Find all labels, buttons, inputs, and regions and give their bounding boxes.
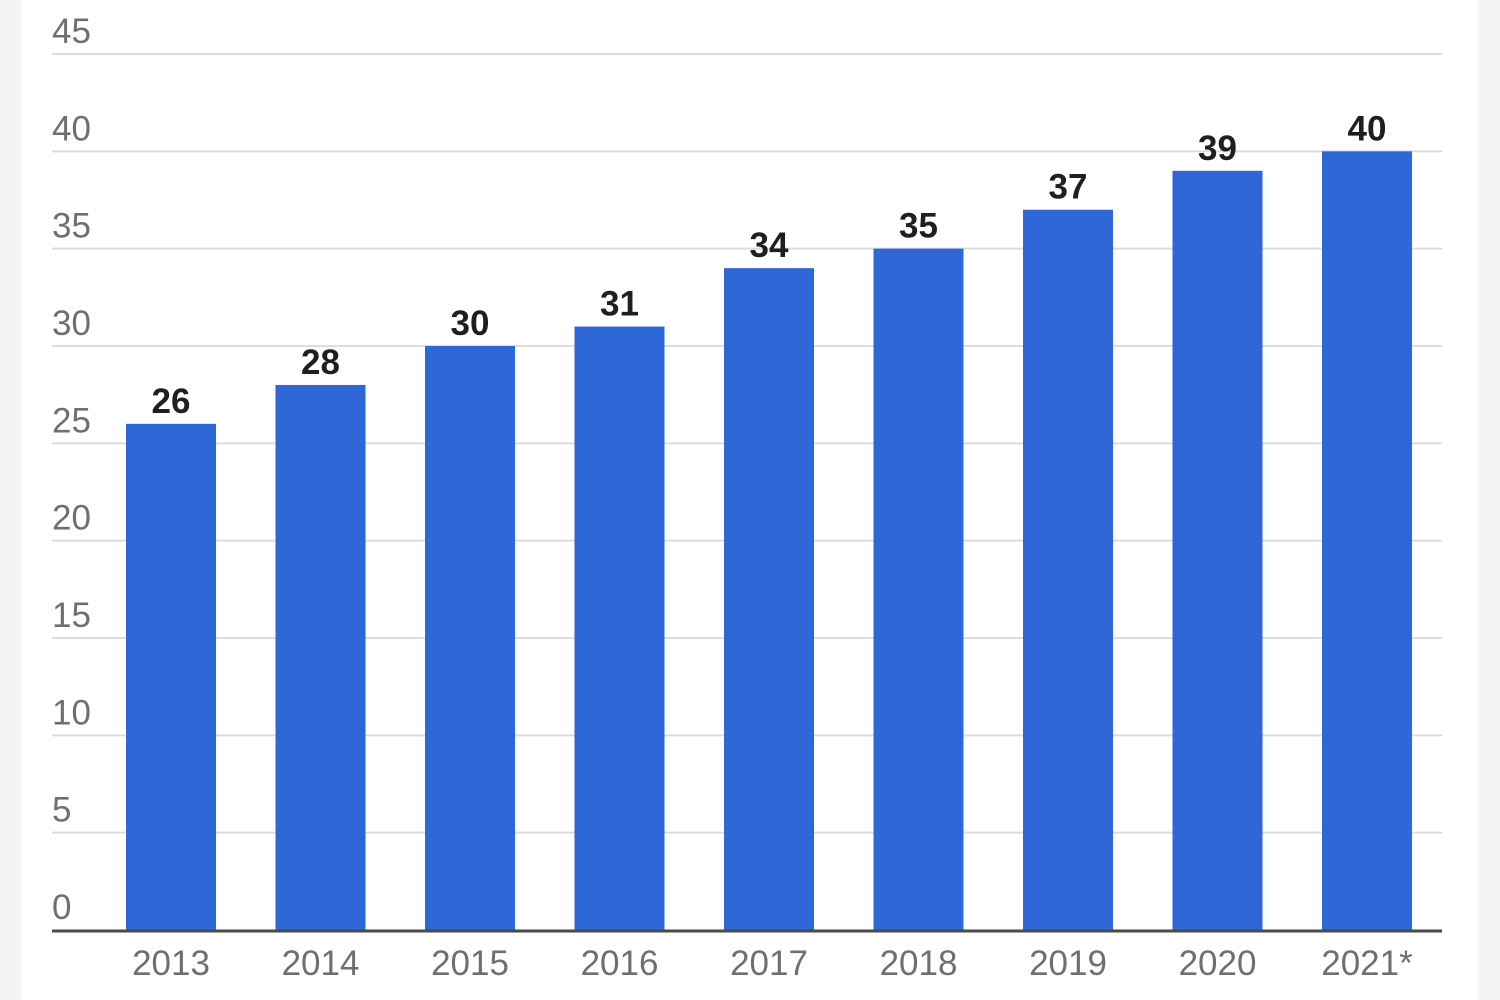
- bar-2015: [425, 346, 515, 930]
- bar-2016: [574, 326, 665, 930]
- bar-2013: [126, 423, 216, 930]
- data-label: 26: [152, 382, 191, 421]
- y-tick-label: 10: [52, 693, 91, 732]
- data-label: 30: [451, 304, 490, 343]
- data-label: 40: [1348, 109, 1387, 148]
- y-tick-label: 5: [52, 791, 71, 830]
- x-tick-label: 2017: [730, 944, 808, 983]
- data-label: 31: [600, 285, 639, 324]
- data-label: 28: [301, 343, 340, 382]
- x-tick-label: 2013: [132, 944, 210, 983]
- y-tick-label: 45: [52, 12, 91, 51]
- data-label: 37: [1049, 168, 1088, 207]
- x-tick-label: 2019: [1029, 944, 1107, 983]
- data-label: 35: [899, 207, 938, 246]
- data-label: 34: [750, 226, 789, 265]
- y-tick-label: 40: [52, 109, 91, 148]
- data-label: 39: [1198, 129, 1237, 168]
- x-tick-label: 2016: [581, 944, 659, 983]
- y-tick-label: 15: [52, 596, 91, 635]
- bar-2018: [873, 248, 964, 930]
- bar-2019: [1023, 209, 1113, 930]
- y-tick-label: 20: [52, 499, 91, 538]
- bars: [126, 151, 1412, 931]
- y-tick-label: 0: [52, 888, 71, 927]
- y-tick-label: 30: [52, 304, 91, 343]
- bar-2014: [275, 384, 366, 930]
- y-tick-label: 25: [52, 401, 91, 440]
- x-tick-label: 2020: [1179, 944, 1257, 983]
- x-axis-ticks: 2013 2014 2015 2016 2017 2018 2019 2020 2021*: [132, 944, 1413, 983]
- data-labels: 26 28 30 31 34 35 37 39 40: [152, 109, 1387, 421]
- bar-2021: [1322, 151, 1412, 931]
- x-tick-label: 2014: [282, 944, 360, 983]
- x-tick-label: 2018: [880, 944, 958, 983]
- x-tick-label: 2021*: [1321, 944, 1413, 983]
- bar-2017: [724, 268, 814, 931]
- bar-2020: [1172, 170, 1263, 931]
- y-tick-label: 35: [52, 207, 91, 246]
- y-axis-ticks: 0 5 10 15 20 25 30 35 40 45: [52, 12, 91, 927]
- x-tick-label: 2015: [431, 944, 509, 983]
